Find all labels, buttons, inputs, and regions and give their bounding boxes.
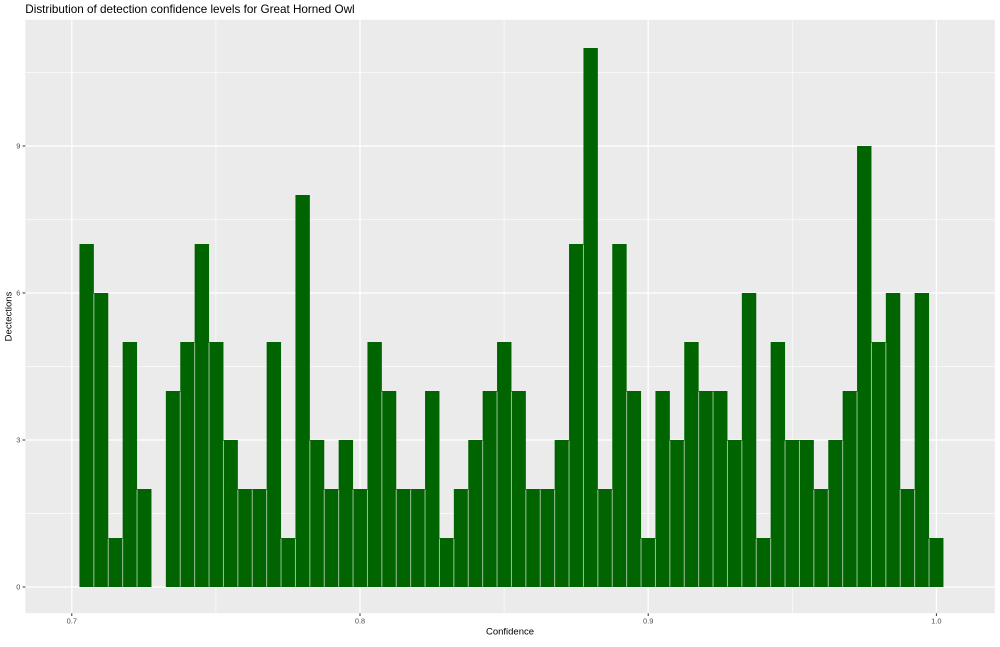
svg-text:0.8: 0.8 [355, 617, 365, 626]
svg-text:1.0: 1.0 [931, 617, 941, 626]
svg-text:0.9: 0.9 [643, 617, 653, 626]
svg-text:0: 0 [16, 583, 20, 592]
svg-text:Distribution of detection conf: Distribution of detection confidence lev… [25, 3, 354, 16]
svg-text:Confidence: Confidence [486, 627, 534, 638]
svg-text:3: 3 [16, 436, 20, 445]
svg-text:Dectections: Dectections [4, 291, 15, 341]
svg-text:6: 6 [16, 289, 20, 298]
svg-text:9: 9 [16, 142, 20, 151]
svg-text:0.7: 0.7 [67, 617, 77, 626]
